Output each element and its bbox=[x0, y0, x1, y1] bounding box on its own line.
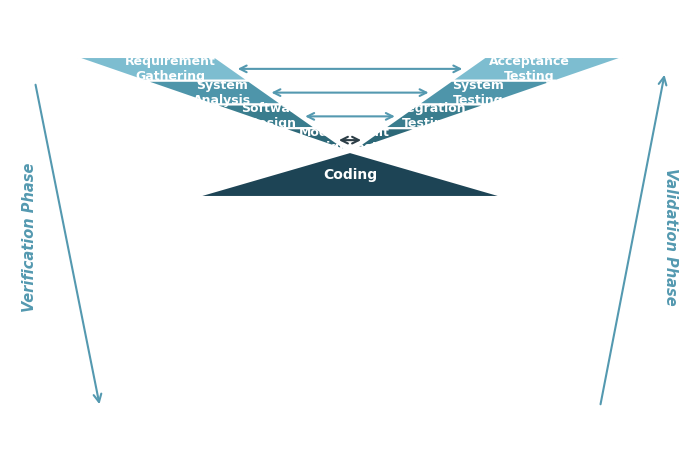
Text: Validation Phase: Validation Phase bbox=[662, 168, 678, 306]
Polygon shape bbox=[384, 104, 487, 128]
Text: Verification Phase: Verification Phase bbox=[22, 162, 38, 312]
Text: Unit
Testing: Unit Testing bbox=[350, 126, 401, 154]
Text: Software
Design: Software Design bbox=[241, 102, 305, 130]
Polygon shape bbox=[195, 152, 505, 197]
Text: Integration
Testing: Integration Testing bbox=[388, 102, 466, 130]
Polygon shape bbox=[281, 128, 350, 152]
Polygon shape bbox=[452, 57, 625, 81]
Polygon shape bbox=[417, 81, 556, 104]
Text: Requirement
Gathering: Requirement Gathering bbox=[125, 55, 216, 83]
Text: Module
Design: Module Design bbox=[299, 126, 350, 154]
Text: Coding: Coding bbox=[323, 168, 377, 182]
Text: System
Analysis: System Analysis bbox=[193, 79, 251, 107]
Polygon shape bbox=[75, 57, 248, 81]
Polygon shape bbox=[350, 128, 419, 152]
Polygon shape bbox=[213, 104, 316, 128]
Text: System
Testing: System Testing bbox=[452, 79, 504, 107]
Text: Acceptance
Testing: Acceptance Testing bbox=[489, 55, 570, 83]
Polygon shape bbox=[144, 81, 283, 104]
